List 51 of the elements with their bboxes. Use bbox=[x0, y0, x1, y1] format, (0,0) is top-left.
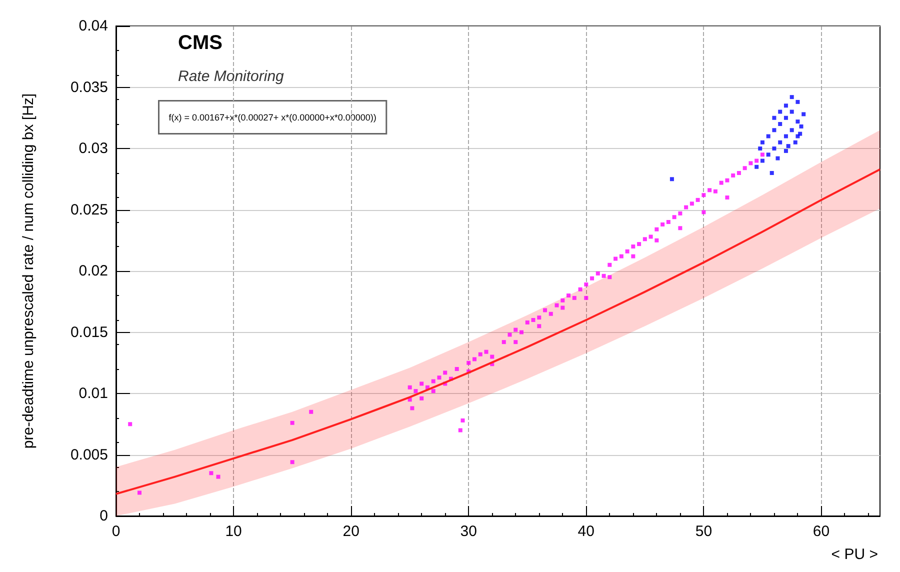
point bbox=[772, 116, 776, 120]
y-tick-label: 0.035 bbox=[70, 78, 108, 96]
point bbox=[799, 124, 804, 128]
point bbox=[790, 95, 794, 100]
point bbox=[784, 104, 788, 108]
y-tick-label: 0.005 bbox=[70, 446, 108, 464]
point bbox=[790, 128, 794, 132]
point bbox=[772, 128, 776, 132]
y-tick-label: 0.03 bbox=[78, 140, 108, 157]
point bbox=[798, 132, 802, 136]
y-tick-label: 0.01 bbox=[78, 385, 108, 402]
point bbox=[778, 110, 782, 114]
point bbox=[758, 146, 762, 150]
point bbox=[793, 140, 798, 144]
y-tick-label: 0.025 bbox=[70, 201, 108, 218]
point bbox=[802, 112, 806, 116]
y-tick-label: 0.015 bbox=[70, 324, 108, 341]
text: Rate Monitoring bbox=[178, 68, 285, 85]
y-tick-label: 0.04 bbox=[78, 18, 108, 34]
x-tick-label: 40 bbox=[578, 523, 594, 540]
point bbox=[670, 177, 674, 182]
x-tick-label: 60 bbox=[812, 523, 830, 540]
x-tick-label: 50 bbox=[695, 523, 712, 540]
annotation: f(x) = 0.00167+x*(0.00027+ x*(0.00000+x*0.00000)) bbox=[168, 112, 376, 122]
y-tick-label: 0.02 bbox=[78, 262, 108, 280]
y-tick-label: 0 bbox=[100, 508, 108, 524]
point bbox=[754, 164, 759, 169]
point bbox=[766, 152, 770, 157]
chart-title: CMS bbox=[178, 32, 222, 54]
point bbox=[784, 148, 788, 153]
point bbox=[786, 144, 790, 148]
point bbox=[766, 134, 770, 138]
point bbox=[778, 140, 782, 144]
point bbox=[772, 146, 776, 150]
point bbox=[770, 171, 774, 175]
point bbox=[784, 116, 788, 120]
x-axis-title: < PU > bbox=[831, 546, 878, 563]
point bbox=[784, 134, 788, 138]
x-tick-label: 10 bbox=[225, 523, 242, 540]
x-tick-label: 20 bbox=[342, 523, 360, 540]
point bbox=[796, 120, 800, 124]
point bbox=[778, 122, 782, 126]
y-axis-title: pre-deadtime unprescaled rate / num colliding bx [Hz] bbox=[20, 93, 37, 449]
point bbox=[790, 110, 794, 114]
point bbox=[760, 140, 764, 144]
point bbox=[796, 100, 800, 104]
x-tick-label: 0 bbox=[112, 523, 120, 540]
point bbox=[776, 156, 780, 160]
x-tick-label: 30 bbox=[460, 523, 477, 540]
line-series bbox=[115, 168, 881, 495]
point bbox=[760, 158, 764, 163]
